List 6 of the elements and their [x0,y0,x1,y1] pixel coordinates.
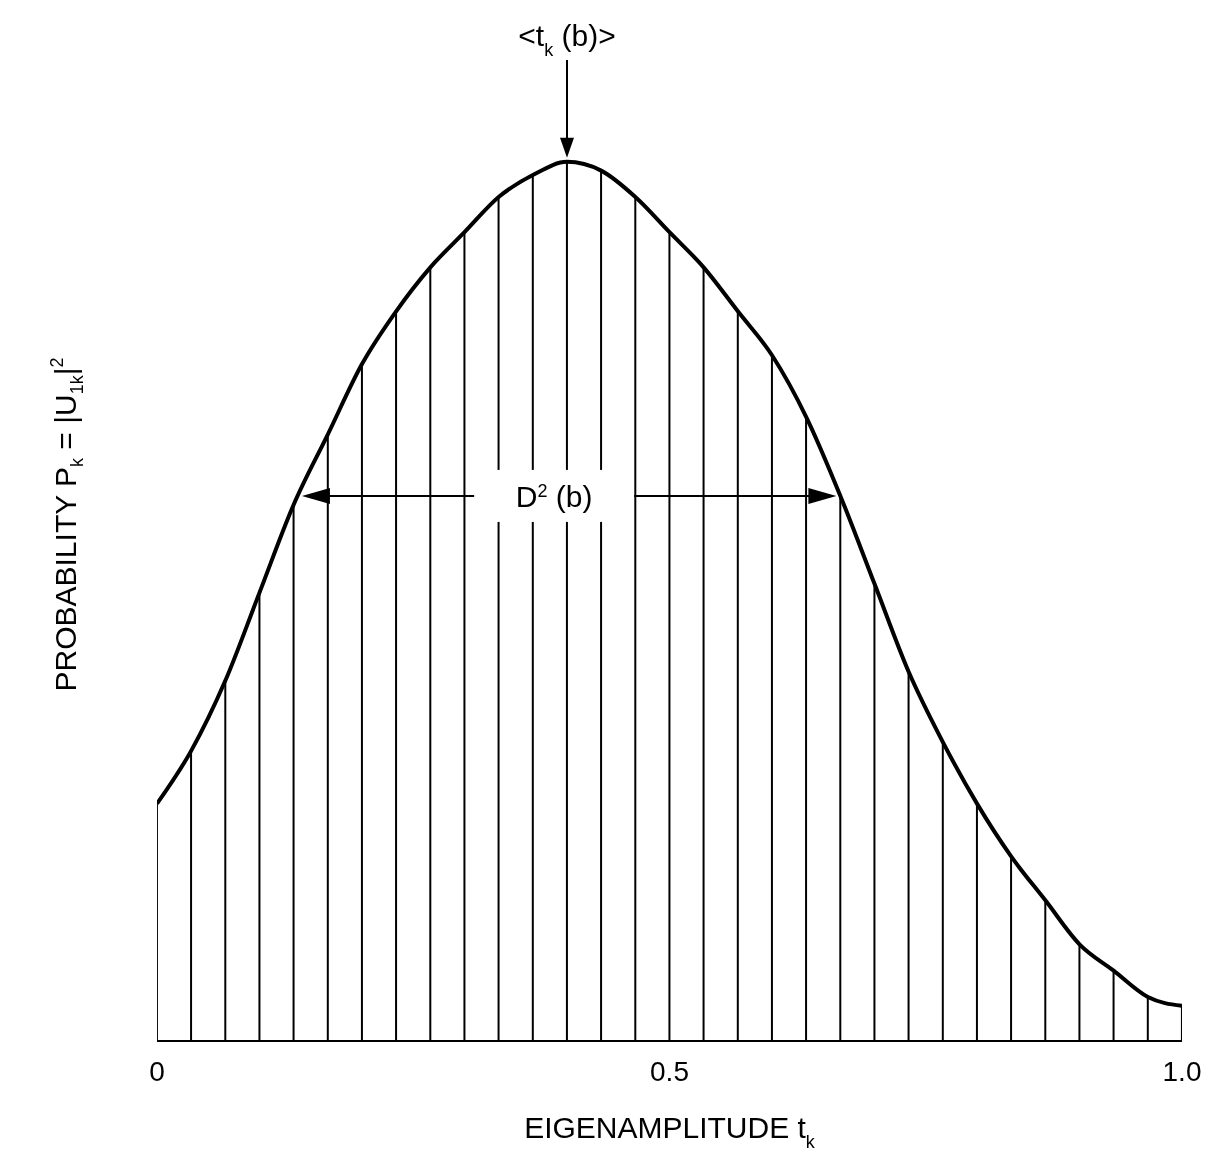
x-tick-label: 1.0 [1162,1055,1202,1087]
annotation: D$^{2}$ (b) [515,479,593,513]
x-axis-title: EIGENAMPLITUDE t$_{k}$ [524,1111,816,1152]
x-tick-label: 0 [149,1055,165,1087]
text: <t$_{k}$ (b)> [518,19,616,60]
x-tick-label: 0.5 [650,1055,689,1087]
